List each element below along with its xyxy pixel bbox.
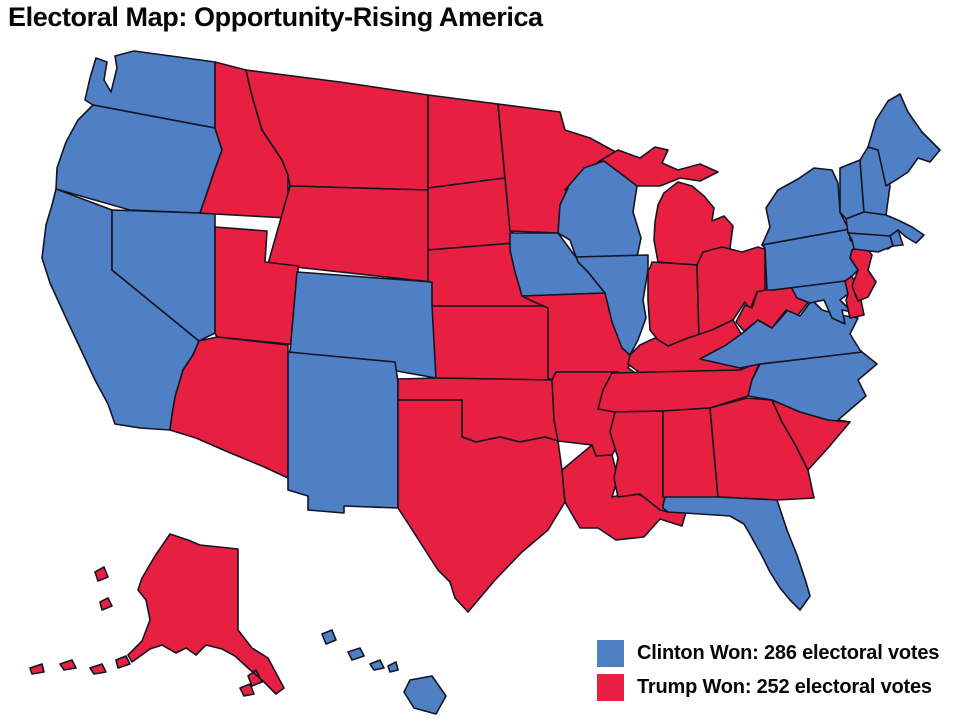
state-nc	[747, 351, 878, 423]
legend-row-trump: Trump Won: 252 electoral votes	[597, 674, 939, 701]
legend-row-clinton: Clinton Won: 286 electoral votes	[597, 640, 939, 667]
state-nd	[427, 94, 506, 189]
state-la	[561, 444, 687, 541]
state-az	[169, 336, 289, 479]
legend: Clinton Won: 286 electoral votes Trump W…	[597, 640, 939, 708]
state-mi	[597, 146, 734, 269]
state-mt	[245, 69, 429, 191]
trump-color-swatch	[597, 674, 624, 701]
state-hi	[321, 629, 447, 715]
page-title: Electoral Map: Opportunity-Rising Americ…	[8, 2, 543, 32]
state-sd	[427, 177, 515, 251]
state-fl	[662, 496, 811, 611]
state-de	[844, 275, 865, 319]
state-tx	[397, 399, 566, 613]
state-ks	[431, 305, 553, 381]
state-in	[647, 261, 700, 348]
state-ct	[847, 232, 894, 253]
trump-legend-label: Trump Won: 252 electoral votes	[637, 676, 932, 698]
state-nm	[287, 351, 399, 514]
clinton-color-swatch	[597, 640, 624, 667]
clinton-legend-label: Clinton Won: 286 electoral votes	[637, 642, 940, 664]
state-me	[867, 93, 941, 187]
state-ak	[29, 533, 285, 697]
